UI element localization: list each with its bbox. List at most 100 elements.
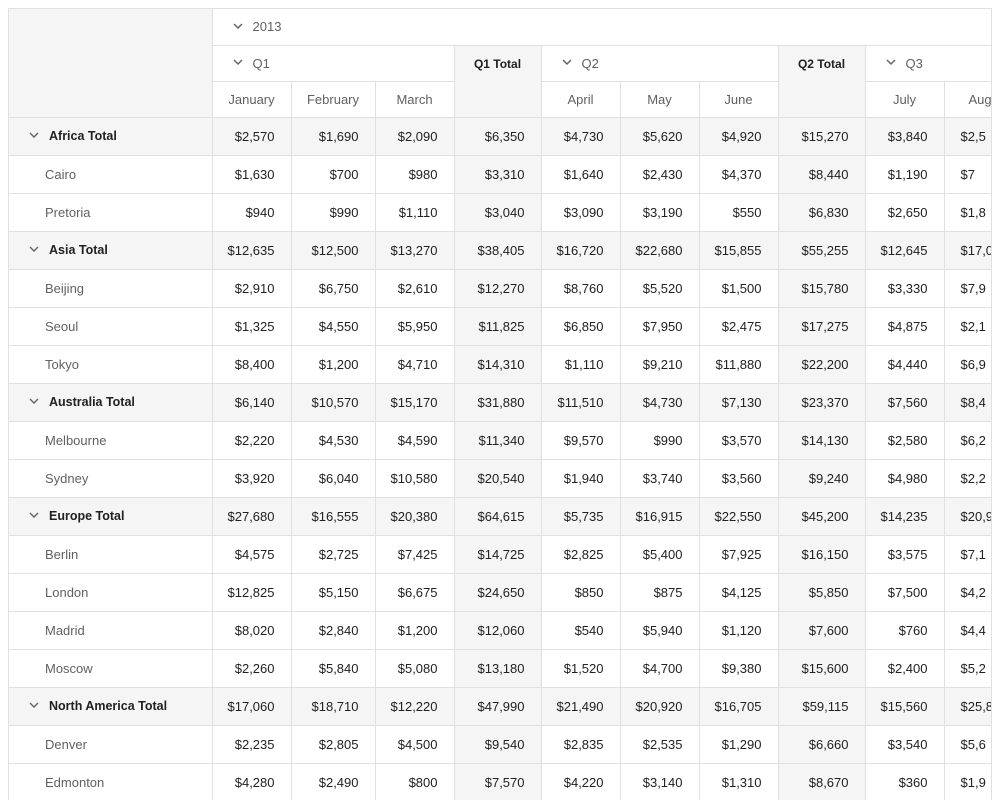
value-cell[interactable]: $17,060 xyxy=(211,686,292,726)
value-cell[interactable]: $12,220 xyxy=(374,686,455,726)
total-cell[interactable]: $14,725 xyxy=(453,534,542,574)
value-cell[interactable]: $7,130 xyxy=(698,382,779,422)
total-cell[interactable]: $22,200 xyxy=(777,344,866,384)
chevron-down-icon[interactable] xyxy=(29,130,39,140)
value-cell[interactable]: $12,500 xyxy=(290,230,376,270)
value-cell[interactable]: $7,925 xyxy=(698,534,779,574)
column-header-month[interactable]: January xyxy=(212,80,292,118)
column-header-month[interactable]: April xyxy=(540,80,621,118)
value-cell[interactable]: $2,1 xyxy=(943,306,991,346)
row-header-group[interactable]: Australia Total xyxy=(9,382,213,422)
value-cell[interactable]: $6,2 xyxy=(943,420,991,460)
value-cell[interactable]: $2,835 xyxy=(540,724,621,764)
total-cell[interactable]: $45,200 xyxy=(777,496,866,536)
value-cell[interactable]: $6,675 xyxy=(374,572,455,612)
value-cell[interactable]: $1,120 xyxy=(698,610,779,650)
value-cell[interactable]: $14,235 xyxy=(864,496,945,536)
value-cell[interactable]: $4,920 xyxy=(698,117,779,156)
value-cell[interactable]: $5,150 xyxy=(290,572,376,612)
value-cell[interactable]: $25,8 xyxy=(943,686,991,726)
value-cell[interactable]: $5,6 xyxy=(943,724,991,764)
value-cell[interactable]: $3,090 xyxy=(540,192,621,232)
total-cell[interactable]: $12,270 xyxy=(453,268,542,308)
value-cell[interactable]: $760 xyxy=(864,610,945,650)
value-cell[interactable]: $2,5 xyxy=(943,117,991,156)
value-cell[interactable]: $4,550 xyxy=(290,306,376,346)
value-cell[interactable]: $4,530 xyxy=(290,420,376,460)
value-cell[interactable]: $15,855 xyxy=(698,230,779,270)
value-cell[interactable]: $1,940 xyxy=(540,458,621,498)
value-cell[interactable]: $3,330 xyxy=(864,268,945,308)
column-header-month[interactable]: Augu xyxy=(943,80,991,118)
total-cell[interactable]: $17,275 xyxy=(777,306,866,346)
value-cell[interactable]: $2,570 xyxy=(211,117,292,156)
value-cell[interactable]: $8,4 xyxy=(943,382,991,422)
value-cell[interactable]: $9,380 xyxy=(698,648,779,688)
value-cell[interactable]: $8,760 xyxy=(540,268,621,308)
value-cell[interactable]: $7,500 xyxy=(864,572,945,612)
value-cell[interactable]: $7,560 xyxy=(864,382,945,422)
value-cell[interactable]: $17,0 xyxy=(943,230,991,270)
value-cell[interactable]: $4,440 xyxy=(864,344,945,384)
value-cell[interactable]: $550 xyxy=(698,192,779,232)
value-cell[interactable]: $4,500 xyxy=(374,724,455,764)
value-cell[interactable]: $12,645 xyxy=(864,230,945,270)
value-cell[interactable]: $9,570 xyxy=(540,420,621,460)
value-cell[interactable]: $22,680 xyxy=(619,230,700,270)
value-cell[interactable]: $4,4 xyxy=(943,610,991,650)
value-cell[interactable]: $13,270 xyxy=(374,230,455,270)
value-cell[interactable]: $8,020 xyxy=(211,610,292,650)
value-cell[interactable]: $4,710 xyxy=(374,344,455,384)
value-cell[interactable]: $800 xyxy=(374,762,455,800)
value-cell[interactable]: $7,425 xyxy=(374,534,455,574)
row-header-group[interactable]: Asia Total xyxy=(9,230,213,270)
value-cell[interactable]: $10,570 xyxy=(290,382,376,422)
total-cell[interactable]: $12,060 xyxy=(453,610,542,650)
value-cell[interactable]: $5,735 xyxy=(540,496,621,536)
column-header-q2-total[interactable]: Q2 Total xyxy=(777,44,866,118)
value-cell[interactable]: $2,825 xyxy=(540,534,621,574)
total-cell[interactable]: $9,240 xyxy=(777,458,866,498)
value-cell[interactable]: $980 xyxy=(374,154,455,194)
value-cell[interactable]: $15,560 xyxy=(864,686,945,726)
column-header-q1[interactable]: Q1 xyxy=(212,44,455,82)
value-cell[interactable]: $3,190 xyxy=(619,192,700,232)
value-cell[interactable]: $2,090 xyxy=(374,117,455,156)
total-cell[interactable]: $23,370 xyxy=(777,382,866,422)
total-cell[interactable]: $15,600 xyxy=(777,648,866,688)
value-cell[interactable]: $700 xyxy=(290,154,376,194)
value-cell[interactable]: $875 xyxy=(619,572,700,612)
column-header-month[interactable]: February xyxy=(290,80,376,118)
value-cell[interactable]: $3,840 xyxy=(864,117,945,156)
chevron-down-icon[interactable] xyxy=(29,700,39,710)
value-cell[interactable]: $1,110 xyxy=(374,192,455,232)
value-cell[interactable]: $6,9 xyxy=(943,344,991,384)
value-cell[interactable]: $4,220 xyxy=(540,762,621,800)
value-cell[interactable]: $7,9 xyxy=(943,268,991,308)
value-cell[interactable]: $10,580 xyxy=(374,458,455,498)
value-cell[interactable]: $2,220 xyxy=(211,420,292,460)
value-cell[interactable]: $11,880 xyxy=(698,344,779,384)
total-cell[interactable]: $6,660 xyxy=(777,724,866,764)
value-cell[interactable]: $4,980 xyxy=(864,458,945,498)
value-cell[interactable]: $1,630 xyxy=(211,154,292,194)
column-header-month[interactable]: June xyxy=(698,80,779,118)
value-cell[interactable]: $990 xyxy=(619,420,700,460)
column-header-q1-total[interactable]: Q1 Total xyxy=(453,44,542,118)
total-cell[interactable]: $11,825 xyxy=(453,306,542,346)
total-cell[interactable]: $59,115 xyxy=(777,686,866,726)
value-cell[interactable]: $9,210 xyxy=(619,344,700,384)
value-cell[interactable]: $4,875 xyxy=(864,306,945,346)
value-cell[interactable]: $5,940 xyxy=(619,610,700,650)
column-header-month[interactable]: May xyxy=(619,80,700,118)
column-header-q2[interactable]: Q2 xyxy=(540,44,779,82)
total-cell[interactable]: $16,150 xyxy=(777,534,866,574)
value-cell[interactable]: $3,920 xyxy=(211,458,292,498)
value-cell[interactable]: $5,950 xyxy=(374,306,455,346)
value-cell[interactable]: $4,730 xyxy=(619,382,700,422)
value-cell[interactable]: $2,610 xyxy=(374,268,455,308)
value-cell[interactable]: $2,400 xyxy=(864,648,945,688)
value-cell[interactable]: $6,140 xyxy=(211,382,292,422)
value-cell[interactable]: $2,580 xyxy=(864,420,945,460)
row-header-group[interactable]: Africa Total xyxy=(9,117,213,156)
